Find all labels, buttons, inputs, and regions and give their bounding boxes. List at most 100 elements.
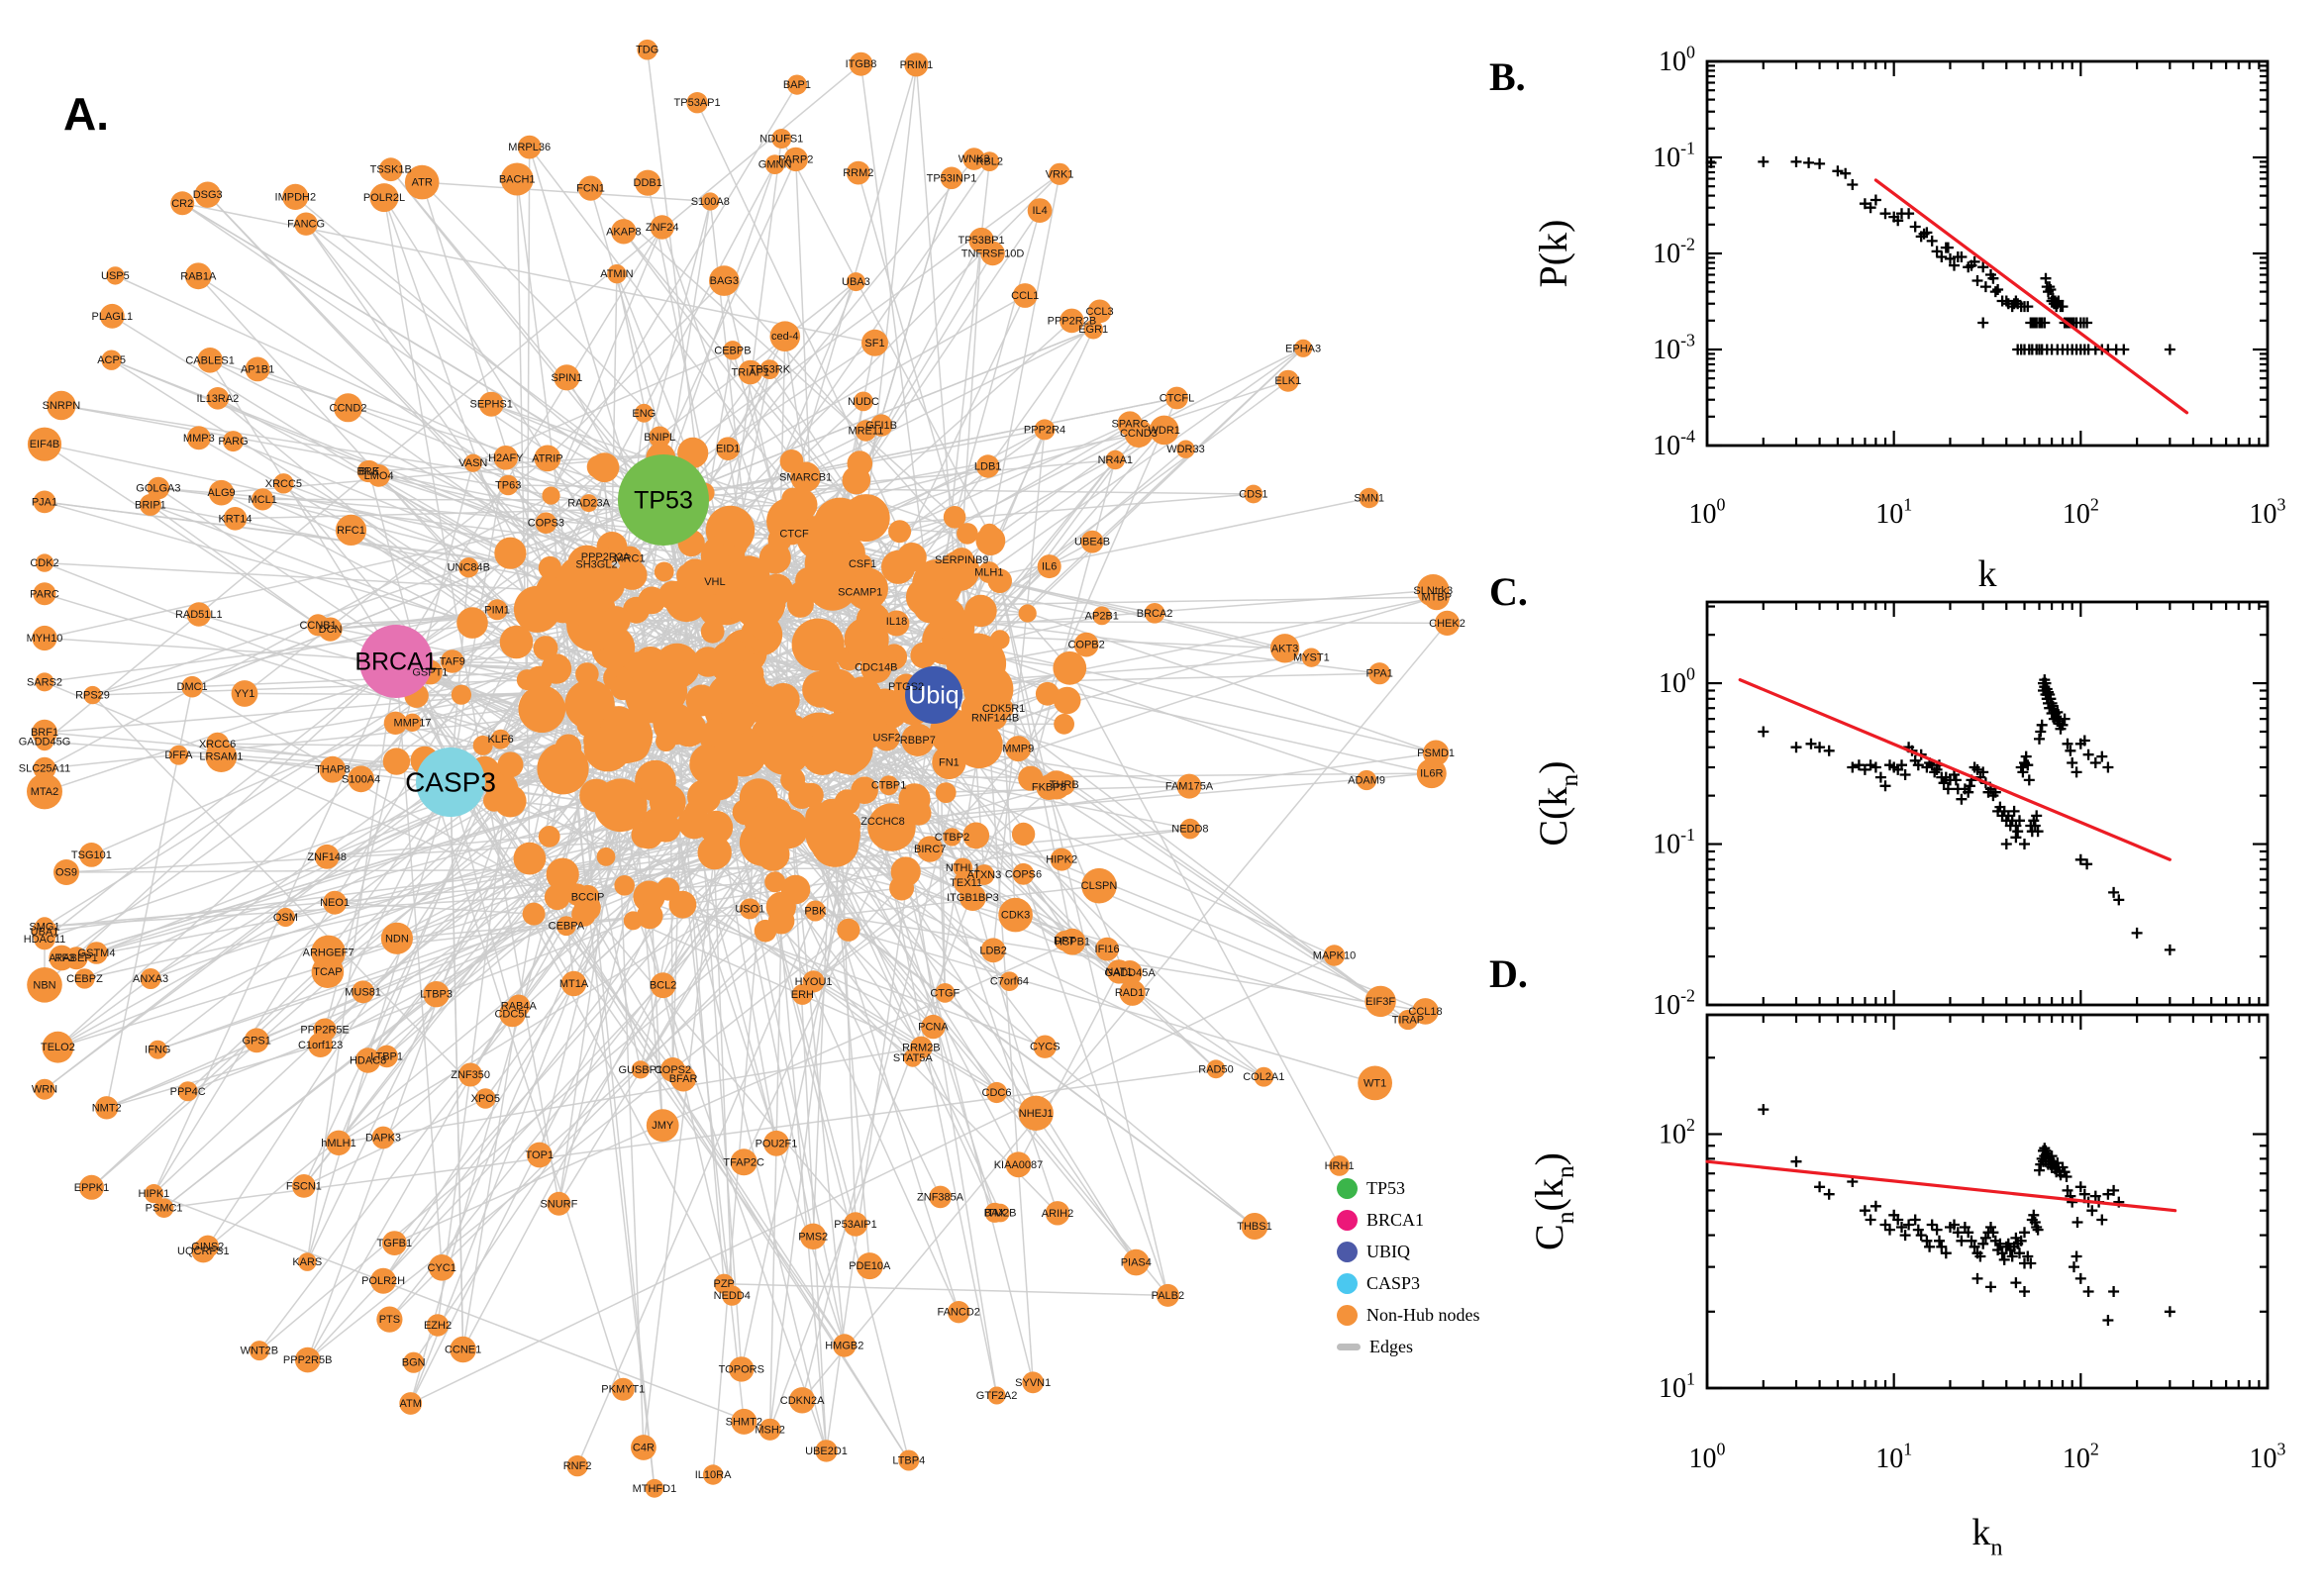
node-label: PPP4C — [170, 1086, 206, 1098]
node-label: PPP2R5B — [283, 1354, 333, 1366]
node-label: MMP17 — [394, 717, 432, 729]
node-label: RBBP7 — [900, 735, 936, 747]
node-label: CEBPA — [549, 921, 585, 933]
node-label: IL18 — [886, 616, 907, 628]
network-node — [833, 1334, 857, 1357]
node-label: UNC84B — [448, 562, 490, 574]
node-label: THBS1 — [1237, 1221, 1271, 1233]
network-node — [378, 157, 403, 182]
node-label: SPARC — [1111, 418, 1148, 430]
node-label: GSPT1 — [412, 667, 448, 679]
network-node — [631, 1435, 656, 1460]
chart-panel-C: 100 10-1 10-2 C(kn) — [1531, 600, 2270, 1021]
node-label: PSMC1 — [146, 1203, 183, 1215]
panel-d-label: D. — [1489, 951, 1528, 996]
network-node — [140, 968, 161, 989]
network-node — [649, 426, 671, 449]
node-label: DSG3 — [193, 189, 223, 201]
network-node — [729, 1356, 755, 1382]
network-node — [252, 488, 274, 511]
network-node — [1081, 867, 1117, 904]
network-node — [1149, 415, 1179, 446]
node-label: MRE11 — [848, 426, 883, 438]
node-label: TFAP2C — [723, 1156, 764, 1168]
network-node — [985, 1081, 1008, 1104]
network-node — [382, 748, 411, 775]
network-node — [371, 1126, 395, 1149]
node-label: HMGB2 — [825, 1341, 863, 1352]
node-label: DCN — [319, 624, 343, 636]
node-label: CCND3 — [1120, 428, 1158, 440]
network-node — [494, 537, 527, 569]
network-node — [642, 668, 688, 714]
network-node — [49, 945, 75, 971]
nonhub-node-icon — [1337, 1304, 1358, 1326]
node-label: IL10RA — [695, 1469, 732, 1481]
network-node — [943, 828, 961, 847]
network-node — [197, 348, 223, 373]
node-label: ERH — [791, 989, 814, 1001]
network-node — [904, 52, 929, 77]
network-node — [781, 487, 804, 510]
network-node — [716, 437, 740, 461]
network-node — [929, 619, 949, 640]
node-label: CDC14B — [855, 662, 897, 674]
network-node — [709, 265, 740, 296]
node-label: EPHA3 — [1285, 343, 1321, 354]
network-node — [780, 770, 799, 790]
protein-interaction-network: NEDD8 KARS DDB1 PCNA CDK2 CCND3 CCNE1 CCND2 CDK3… — [19, 39, 1465, 1498]
network-node — [617, 546, 643, 571]
network-node — [35, 553, 54, 572]
network-node — [1083, 319, 1103, 340]
network-node — [842, 494, 890, 543]
network-node — [575, 662, 599, 686]
node-label: VHL — [704, 576, 725, 588]
network-node — [1294, 339, 1313, 357]
node-label: ALG9 — [208, 487, 236, 499]
network-node — [1156, 1283, 1179, 1307]
node-label: S100A8 — [691, 196, 730, 208]
node-label: PIAS4 — [1121, 1257, 1152, 1269]
network-node — [1105, 449, 1126, 470]
network-node — [1119, 979, 1146, 1006]
hub-node-casp3 — [416, 748, 485, 817]
node-label: XRCC5 — [265, 478, 302, 490]
network-node — [181, 675, 203, 698]
node-label: WNT2B — [241, 1346, 279, 1357]
network-node — [633, 880, 665, 913]
node-label: BNIPL — [644, 432, 675, 444]
network-node — [1144, 603, 1165, 624]
network-node — [843, 676, 882, 716]
hub-node-ubiq — [905, 666, 962, 724]
network-node — [298, 1252, 317, 1271]
network-node — [935, 782, 957, 803]
node-label: LTBP3 — [420, 989, 453, 1001]
node-label: ATM — [399, 1398, 421, 1410]
network-node — [976, 454, 1000, 478]
node-label: RAD50 — [1198, 1063, 1233, 1075]
node-label: hMLH1 — [321, 1138, 355, 1149]
network-node — [1368, 662, 1391, 685]
network-node — [846, 272, 865, 292]
network-node — [245, 356, 270, 382]
node-label: ATF3 — [49, 952, 74, 964]
node-label: LTBP4 — [892, 1455, 925, 1467]
node-label: PALB2 — [1152, 1290, 1184, 1302]
node-label: RRM2B — [902, 1043, 941, 1054]
network-node — [788, 1387, 816, 1414]
node-label: KARS — [292, 1256, 322, 1268]
panel-a-label: A. — [63, 88, 109, 140]
network-node — [783, 147, 808, 172]
node-label: WRN — [32, 1084, 57, 1096]
network-node — [579, 494, 598, 513]
network-node — [668, 890, 697, 919]
network-node — [1087, 299, 1112, 324]
network-node — [1037, 554, 1061, 579]
node-label: DMC1 — [177, 681, 208, 693]
network-node — [689, 743, 732, 785]
network-node — [147, 476, 170, 500]
network-node — [352, 980, 374, 1004]
node-label: PCNA — [918, 1022, 949, 1034]
network-node — [478, 391, 504, 417]
